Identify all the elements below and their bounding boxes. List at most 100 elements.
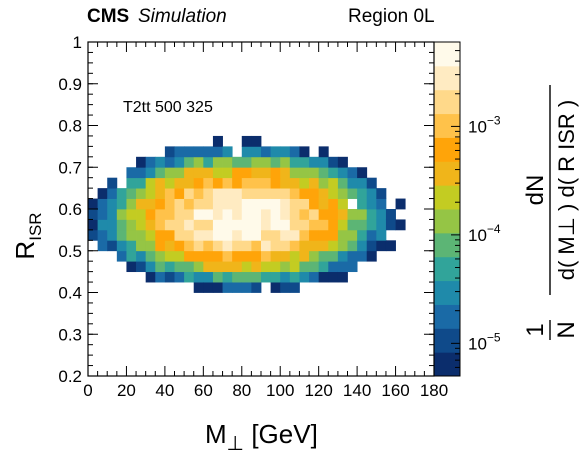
z-label-numerator: dN	[522, 175, 549, 206]
heatmap-cell	[155, 156, 166, 168]
heatmap-cell	[289, 188, 300, 199]
heatmap-cell	[107, 177, 118, 189]
heatmap-cell	[116, 188, 127, 199]
heatmap-cell	[366, 209, 377, 220]
heatmap-cell	[337, 177, 348, 189]
heatmap-cell	[299, 219, 310, 231]
heatmap-cell	[203, 229, 214, 241]
heatmap-cell	[280, 167, 291, 179]
heatmap-cell	[155, 271, 166, 283]
heatmap-cell	[164, 219, 175, 231]
x-axis-label-base: M	[205, 419, 227, 449]
heatmap-cell	[376, 198, 387, 210]
heatmap-cell	[289, 198, 300, 210]
heatmap-cell	[88, 229, 99, 241]
heatmap-cell	[164, 229, 175, 241]
colorbar-swatch	[434, 161, 460, 186]
x-axis-label-sub: ⊥	[227, 433, 244, 455]
heatmap-cell	[232, 198, 243, 210]
heatmap-cell	[126, 229, 137, 241]
heatmap-cell	[241, 209, 252, 220]
heatmap-cell	[280, 177, 291, 189]
heatmap-cell	[174, 209, 185, 220]
heatmap-cell	[212, 188, 223, 199]
heatmap-cell	[328, 156, 339, 168]
heatmap-cell	[241, 250, 252, 262]
heatmap-cell	[347, 240, 358, 252]
heatmap-cell	[280, 271, 291, 283]
heatmap-cell	[357, 219, 368, 231]
heatmap-cell	[164, 198, 175, 210]
heatmap-cell	[212, 198, 223, 210]
heatmap-cell	[357, 240, 368, 252]
heatmap-cell	[155, 209, 166, 220]
heatmap-cell	[232, 240, 243, 252]
heatmap-cell	[107, 240, 118, 252]
heatmap-cell	[280, 240, 291, 252]
heatmap-cell	[309, 219, 320, 231]
heatmap-cell	[126, 240, 137, 252]
heatmap-cell	[241, 229, 252, 241]
heatmap-cell	[107, 198, 118, 210]
heatmap-cell	[251, 198, 262, 210]
heatmap-cell	[116, 209, 127, 220]
heatmap-cell	[347, 188, 358, 199]
heatmap-cell	[261, 209, 272, 220]
heatmap-cell	[241, 135, 252, 147]
heatmap-cell	[251, 271, 262, 283]
heatmap-cell	[241, 198, 252, 210]
heatmap-cell	[222, 156, 233, 168]
heatmap-cell	[222, 229, 233, 241]
heatmap-cell	[126, 198, 137, 210]
heatmap-cell	[203, 198, 214, 210]
heatmap-cell	[337, 240, 348, 252]
heatmap-cell	[318, 271, 329, 283]
heatmap-cell	[357, 198, 368, 210]
heatmap-cell	[88, 219, 99, 231]
heatmap-cell	[328, 188, 339, 199]
x-axis-label: M⊥ [GeV]	[205, 419, 318, 455]
heatmap-cell	[174, 146, 185, 158]
heatmap-cell	[164, 240, 175, 252]
heatmap-cell	[385, 240, 396, 252]
heatmap-cell	[270, 177, 281, 189]
heatmap-cell	[222, 282, 233, 293]
y-axis-label-base: R	[10, 241, 40, 260]
heatmap-cell	[193, 271, 204, 283]
heatmap-cell	[366, 177, 377, 189]
heatmap-cell	[97, 209, 108, 220]
heatmap-cell	[376, 188, 387, 199]
heatmap-cell	[155, 198, 166, 210]
x-axis-label-unit: [GeV]	[244, 419, 318, 449]
heatmap-cell	[309, 240, 320, 252]
heatmap-cell	[136, 240, 147, 252]
heatmap-cell	[261, 198, 272, 210]
heatmap-cell	[136, 156, 147, 168]
heatmap-cell	[241, 240, 252, 252]
heatmap-cell	[318, 188, 329, 199]
heatmap-cell	[280, 146, 291, 158]
heatmap-cell	[376, 209, 387, 220]
heatmap-cell	[164, 156, 175, 168]
heatmap-cell	[309, 188, 320, 199]
heatmap-cell	[385, 219, 396, 231]
heatmap-cell	[97, 188, 108, 199]
heatmap-cell	[280, 219, 291, 231]
colorbar-swatch	[434, 280, 460, 305]
y-axis-label-sub: ISR	[26, 212, 45, 240]
heatmap-cell	[222, 198, 233, 210]
heatmap-cell	[299, 177, 310, 189]
heatmap-cell	[203, 282, 214, 293]
heatmap-cell	[251, 188, 262, 199]
heatmap-cell	[318, 198, 329, 210]
heatmap-cell	[270, 209, 281, 220]
heatmap-cell	[174, 156, 185, 168]
heatmap-cell	[299, 167, 310, 179]
y-tick-label: 0.4	[58, 284, 82, 303]
heatmap-cell	[222, 219, 233, 231]
heatmap-cell	[241, 177, 252, 189]
heatmap-cell	[299, 198, 310, 210]
heatmap-cell	[145, 271, 156, 283]
heatmap-cell	[395, 219, 406, 231]
heatmap-cell	[212, 219, 223, 231]
